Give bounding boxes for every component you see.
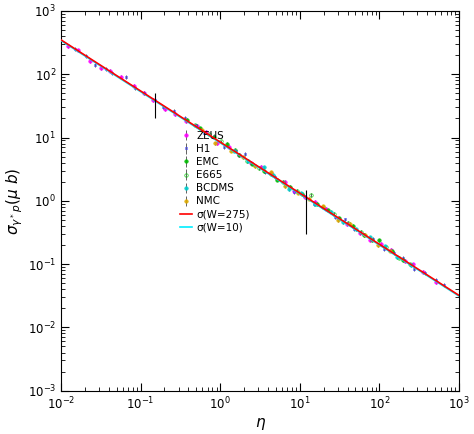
σ(W=275) [393, 253, 399, 258]
σ(W=10) [295, 190, 301, 195]
σ(W=275) [58, 37, 64, 43]
σ(W=275) [419, 269, 425, 274]
σ(W=275) [59, 38, 65, 43]
σ(W=10) [58, 38, 64, 43]
Line: σ(W=275): σ(W=275) [61, 40, 459, 296]
Y-axis label: $\sigma_{\gamma^*p}(\mu\ b)$: $\sigma_{\gamma^*p}(\mu\ b)$ [4, 167, 25, 234]
σ(W=10) [419, 270, 425, 275]
σ(W=275) [295, 189, 301, 194]
σ(W=10) [302, 194, 308, 200]
Legend: ZEUS, H1, EMC, E665, BCDMS, NMC, σ(W=275), σ(W=10): ZEUS, H1, EMC, E665, BCDMS, NMC, σ(W=275… [178, 129, 252, 235]
σ(W=10) [393, 253, 399, 259]
σ(W=275) [302, 194, 308, 199]
σ(W=275) [294, 188, 300, 194]
Line: σ(W=10): σ(W=10) [61, 40, 459, 296]
X-axis label: η: η [255, 415, 265, 430]
σ(W=10) [294, 189, 300, 194]
σ(W=275) [456, 293, 462, 298]
σ(W=10) [59, 39, 65, 44]
σ(W=10) [456, 293, 462, 299]
